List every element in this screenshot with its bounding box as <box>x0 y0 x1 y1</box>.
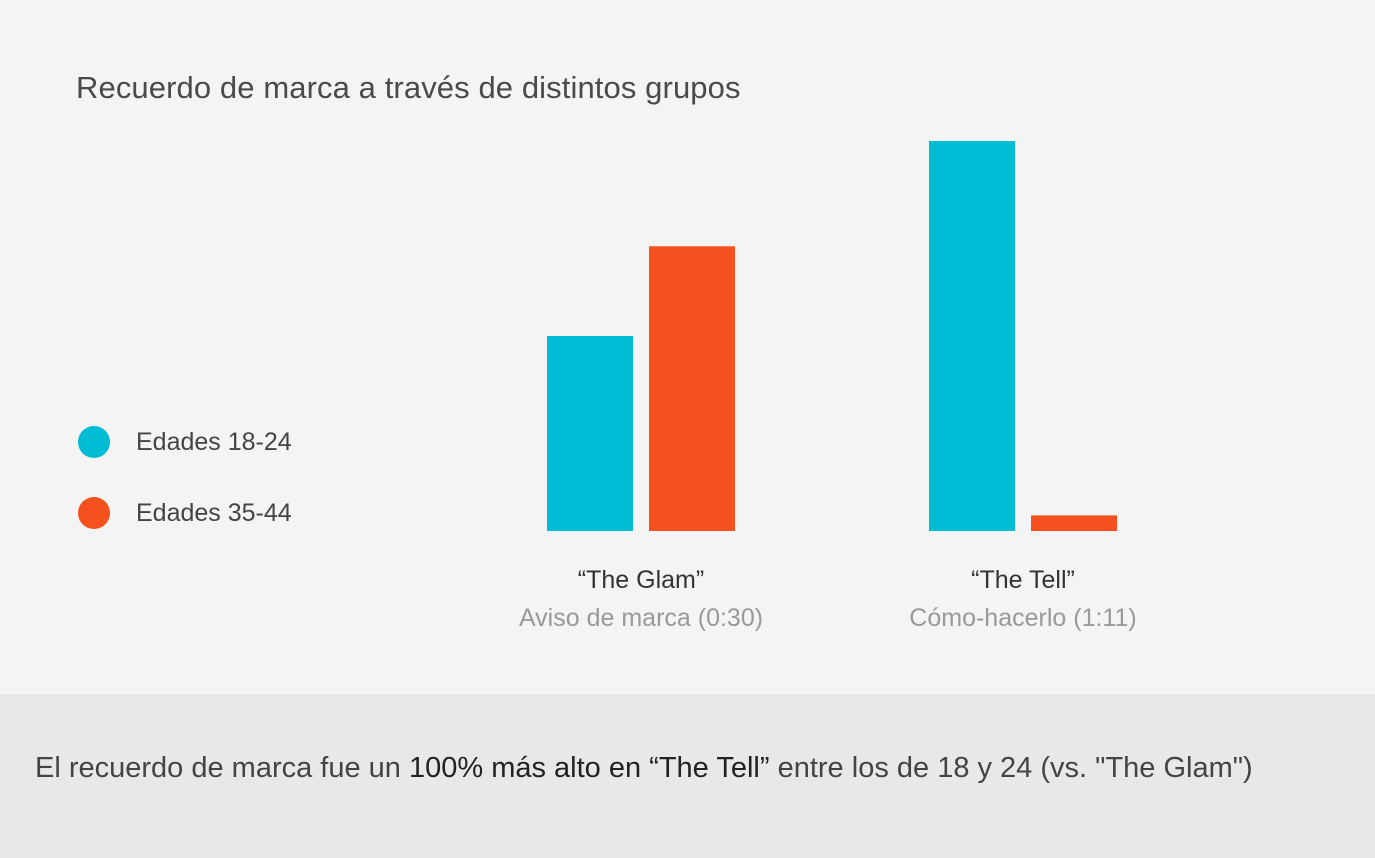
legend-swatch-35-44 <box>78 497 110 529</box>
footer-text-prefix: El recuerdo de marca fue un <box>35 752 409 784</box>
chart-card: Recuerdo de marca a través de distintos … <box>76 70 1137 632</box>
legend-item-35-44: Edades 35-44 <box>78 497 292 529</box>
legend-label-18-24: Edades 18-24 <box>136 427 292 456</box>
category-subtitle-the-glam: Aviso de marca (0:30) <box>518 604 764 632</box>
legend-swatch-18-24 <box>78 426 110 458</box>
footer-text: El recuerdo de marca fue un 100% más alt… <box>35 752 1253 785</box>
bar-the-tell-35-44 <box>1031 515 1117 531</box>
category-label-the-tell: “The Tell” <box>971 566 1075 594</box>
footer-text-suffix: entre los de 18 y 24 (vs. "The Glam") <box>769 752 1253 784</box>
category-subtitle-the-tell: Cómo-hacerlo (1:11) <box>909 604 1137 632</box>
footer-callout: El recuerdo de marca fue un 100% más alt… <box>0 694 1375 858</box>
bar-plot <box>547 141 1117 532</box>
chart-title: Recuerdo de marca a través de distintos … <box>76 70 741 105</box>
bar-the-glam-35-44 <box>649 246 735 532</box>
bar-the-tell-18-24 <box>929 141 1015 531</box>
bar-the-glam-18-24 <box>547 336 633 531</box>
category-label-the-glam: “The Glam” <box>577 566 705 594</box>
legend-item-18-24: Edades 18-24 <box>78 426 292 458</box>
legend-label-35-44: Edades 35-44 <box>136 498 292 527</box>
footer-text-highlight: 100% más alto en “The Tell” <box>408 752 770 784</box>
